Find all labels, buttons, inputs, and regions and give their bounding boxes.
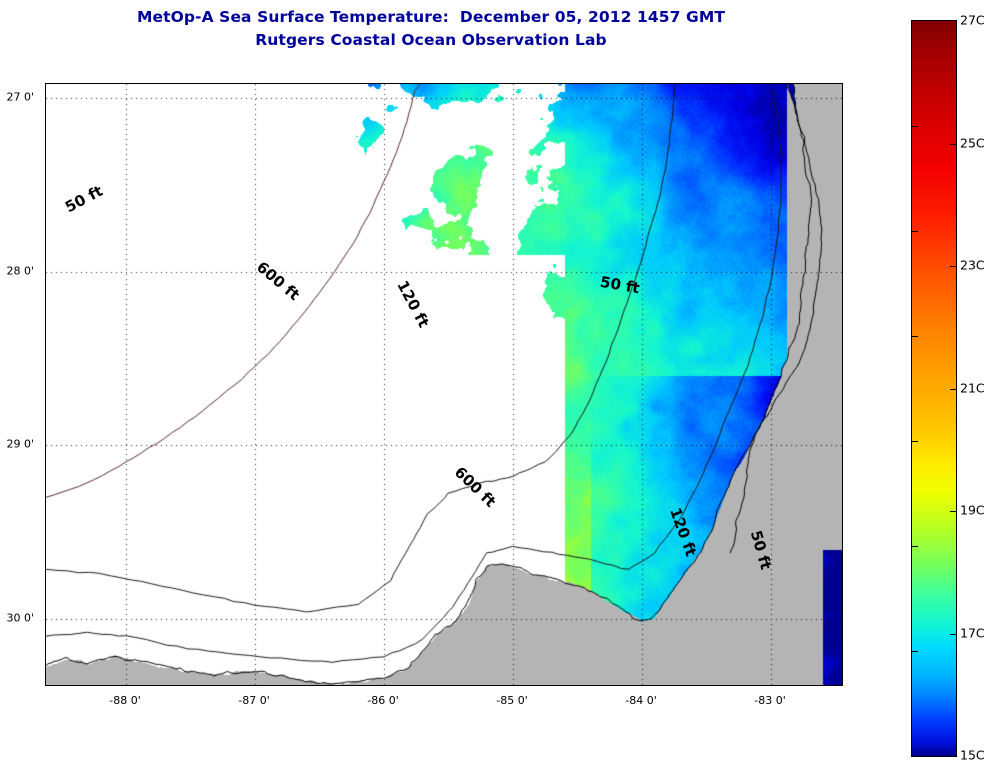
colorbar-tick-c bbox=[950, 511, 957, 512]
x-axis-tick bbox=[674, 83, 675, 84]
x-axis-tick bbox=[707, 685, 708, 686]
title-line-2: Rutgers Coastal Ocean Observation Lab bbox=[255, 31, 607, 49]
x-axis-tick bbox=[803, 685, 804, 686]
colorbar-tick-f bbox=[911, 336, 918, 337]
x-axis-tick bbox=[513, 685, 514, 686]
x-axis-tick bbox=[739, 685, 740, 686]
colorbar-gradient bbox=[912, 21, 956, 756]
x-axis-tick bbox=[384, 685, 385, 686]
x-axis-tick bbox=[642, 685, 643, 686]
x-axis-tick bbox=[416, 83, 417, 84]
x-axis-tick bbox=[610, 83, 611, 84]
x-axis-tick bbox=[126, 685, 127, 686]
x-axis-tick bbox=[513, 83, 514, 84]
sst-map-plot-area bbox=[45, 83, 843, 686]
x-axis-tick bbox=[94, 685, 95, 686]
x-axis-tick bbox=[481, 685, 482, 686]
x-axis-tick bbox=[771, 83, 772, 84]
colorbar-tick-f bbox=[911, 126, 918, 127]
x-axis-tick bbox=[449, 83, 450, 84]
colorbar-tick-c bbox=[950, 143, 957, 145]
x-axis-tick bbox=[836, 685, 837, 686]
x-axis-label: -86 0' bbox=[367, 694, 399, 707]
colorbar-tick-c bbox=[950, 388, 957, 390]
x-axis-tick bbox=[158, 685, 159, 686]
colorbar-tick-c bbox=[950, 266, 957, 267]
colorbar-tick-f bbox=[911, 651, 918, 652]
x-axis-tick bbox=[61, 685, 62, 686]
x-axis-tick bbox=[449, 685, 450, 686]
x-axis-tick bbox=[287, 685, 288, 686]
colorbar-tick-f bbox=[911, 441, 918, 442]
x-axis-tick bbox=[352, 685, 353, 686]
x-axis-tick bbox=[578, 685, 579, 686]
colorbar-label-celsius: 27C bbox=[960, 12, 985, 28]
x-axis-tick bbox=[836, 83, 837, 84]
x-axis-tick bbox=[255, 685, 256, 686]
x-axis-tick bbox=[578, 83, 579, 84]
colorbar-label-celsius: 15C bbox=[960, 747, 985, 763]
x-axis-tick bbox=[416, 685, 417, 686]
x-axis-tick bbox=[384, 83, 385, 84]
x-axis-tick bbox=[771, 685, 772, 686]
y-axis-label: 27 0' bbox=[6, 90, 34, 104]
x-axis-tick bbox=[352, 83, 353, 84]
x-axis-label: -84 0' bbox=[625, 694, 657, 707]
x-axis-label: -87 0' bbox=[238, 694, 270, 707]
x-axis-tick bbox=[255, 83, 256, 84]
x-axis-tick bbox=[739, 83, 740, 84]
x-axis-tick bbox=[94, 83, 95, 84]
x-axis-label: -88 0' bbox=[109, 694, 141, 707]
y-axis-label: 30 0' bbox=[6, 611, 34, 625]
x-axis-tick bbox=[545, 685, 546, 686]
colorbar-tick-f bbox=[911, 546, 918, 547]
x-axis-tick bbox=[481, 83, 482, 84]
colorbar-label-celsius: 21C bbox=[960, 380, 985, 395]
sst-heatmap-canvas bbox=[46, 84, 842, 685]
x-axis-tick bbox=[320, 83, 321, 84]
title-line-1: MetOp-A Sea Surface Temperature: Decembe… bbox=[136, 8, 726, 26]
y-axis-label: 28 0' bbox=[6, 264, 34, 278]
x-axis-tick bbox=[190, 685, 191, 686]
x-axis-tick bbox=[287, 83, 288, 84]
page-title: MetOp-A Sea Surface Temperature: Decembe… bbox=[0, 6, 862, 52]
x-axis-tick bbox=[190, 83, 191, 84]
colorbar-tick-c bbox=[950, 633, 957, 635]
x-axis-tick bbox=[61, 83, 62, 84]
sst-colorbar bbox=[911, 20, 957, 757]
x-axis-label: -85 0' bbox=[496, 694, 528, 707]
x-axis-tick bbox=[126, 83, 127, 84]
x-axis-tick bbox=[545, 83, 546, 84]
x-axis-tick bbox=[320, 685, 321, 686]
colorbar-label-celsius: 25C bbox=[960, 135, 985, 150]
x-axis-tick bbox=[610, 685, 611, 686]
y-axis-label: 29 0' bbox=[6, 437, 34, 451]
x-axis-tick bbox=[674, 685, 675, 686]
colorbar-label-celsius: 23C bbox=[960, 257, 985, 273]
colorbar-tick-f bbox=[911, 231, 918, 232]
x-axis-tick bbox=[158, 83, 159, 84]
x-axis-tick bbox=[707, 83, 708, 84]
x-axis-tick bbox=[223, 685, 224, 686]
x-axis-tick bbox=[223, 83, 224, 84]
colorbar-label-celsius: 17C bbox=[960, 625, 985, 640]
x-axis-tick bbox=[642, 83, 643, 84]
x-axis-tick bbox=[803, 83, 804, 84]
x-axis-label: -83 0' bbox=[754, 694, 786, 707]
colorbar-label-celsius: 19C bbox=[960, 502, 985, 518]
